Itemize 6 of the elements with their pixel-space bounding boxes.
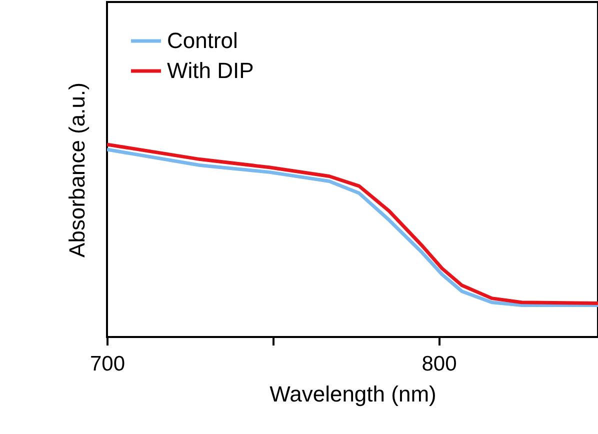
x-axis-title: Wavelength (nm) <box>270 382 436 406</box>
y-axis-title: Absorbance (a.u.) <box>64 82 90 258</box>
x-tick-label: 700 <box>90 352 126 376</box>
legend-label: With DIP <box>167 58 254 83</box>
x-tick-label: 800 <box>422 352 457 376</box>
legend-label: Control <box>167 28 238 53</box>
